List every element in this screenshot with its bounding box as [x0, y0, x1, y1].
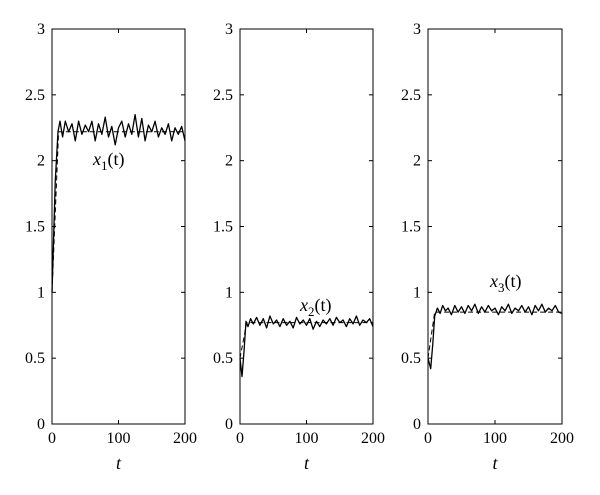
- x-tick-label: 200: [550, 430, 574, 447]
- y-tick-label: 2.5: [401, 87, 421, 104]
- y-tick-label: 2.5: [25, 87, 45, 104]
- axes-frame: [51, 28, 186, 425]
- x-tick-label: 100: [295, 430, 319, 447]
- subplot-3: 0 0.5 1 1.5 2 2.5 3 0 100 200 t x3(t): [401, 21, 574, 473]
- subplot-2: 0 0.5 1 1.5 2 2.5 3 0 100 200 t x2(t): [213, 21, 385, 473]
- series-annotation: x2(t): [299, 295, 332, 319]
- x-axis-label: t: [116, 453, 122, 473]
- x-tick-label: 100: [107, 430, 131, 447]
- x-tick-label: 0: [48, 430, 56, 447]
- series-line-1: [51, 113, 186, 293]
- y-tick-label: 1: [225, 284, 233, 301]
- series-annotation: x1(t): [92, 149, 125, 173]
- series-line-2: [239, 315, 374, 378]
- x-tick-label: 200: [173, 430, 197, 447]
- y-tick-label: 1.5: [213, 219, 233, 236]
- x-tick-label: 0: [236, 430, 244, 447]
- y-tick-label: 2.5: [213, 87, 233, 104]
- x-tick-label: 200: [361, 430, 385, 447]
- reference-line-3: [427, 311, 562, 359]
- y-tick-label: 0: [225, 416, 233, 433]
- y-tick-label: 1: [413, 284, 421, 301]
- y-tick-label: 2: [37, 153, 45, 170]
- y-tick-label: 1.5: [401, 219, 421, 236]
- axes-frame: [427, 28, 563, 425]
- y-tick-label: 3: [225, 21, 233, 38]
- y-tick-label: 0.5: [401, 350, 421, 367]
- y-tick-label: 0.5: [213, 350, 233, 367]
- y-tick-label: 3: [413, 21, 421, 38]
- x-tick-label: 100: [483, 430, 507, 447]
- x-axis-label: t: [304, 453, 310, 473]
- y-tick-label: 0: [413, 416, 421, 433]
- series-line-3: [427, 303, 563, 370]
- subplot-1: 0 0.5 1 1.5 2 2.5 3 0 100 200 t x1(t): [25, 21, 197, 473]
- series-annotation: x3(t): [489, 271, 522, 295]
- y-tick-label: 2: [413, 153, 421, 170]
- x-tick-label: 0: [424, 430, 432, 447]
- reference-line-2: [239, 322, 373, 359]
- y-tick-label: 3: [37, 21, 45, 38]
- y-tick-label: 2: [225, 153, 233, 170]
- axes-frame: [239, 28, 374, 425]
- x-axis-label: t: [492, 453, 498, 473]
- y-tick-label: 0: [37, 416, 45, 433]
- y-tick-label: 1.5: [25, 219, 45, 236]
- y-tick-label: 0.5: [25, 350, 45, 367]
- y-tick-label: 1: [37, 284, 45, 301]
- reference-line-1: [51, 131, 185, 293]
